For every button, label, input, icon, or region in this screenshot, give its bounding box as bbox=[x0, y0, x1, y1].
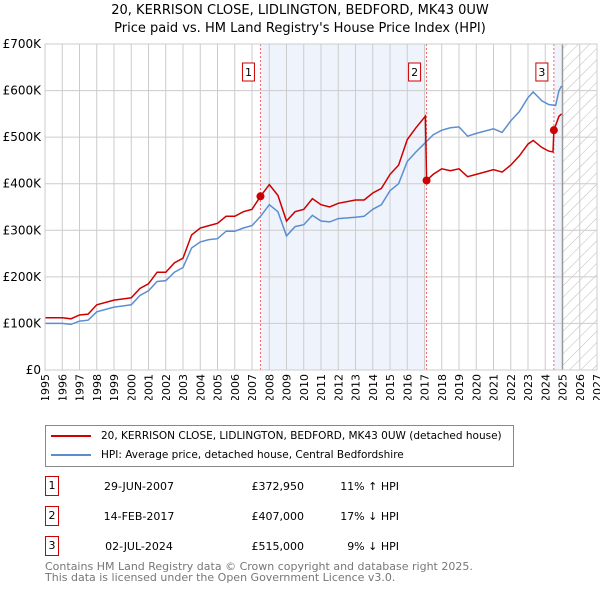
sale-marker-number: 2 bbox=[411, 66, 418, 79]
x-tick-label: 2013 bbox=[350, 374, 363, 400]
x-tick-label: 2021 bbox=[488, 374, 501, 400]
title-line-1: 20, KERRISON CLOSE, LIDLINGTON, BEDFORD,… bbox=[111, 3, 489, 18]
x-tick-label: 2001 bbox=[143, 374, 156, 400]
chart: 1995 1996 1997 1998 1999 2000 2001 2002 2003 2004… bbox=[3, 37, 600, 400]
x-tick-label: 2016 bbox=[401, 374, 414, 400]
hpi-line bbox=[45, 85, 563, 326]
sale-row: 2 14-FEB-2017 £407,000 17% ↓ HPI bbox=[45, 506, 399, 526]
legend-red-line bbox=[51, 435, 91, 437]
x-tick-label: 2008 bbox=[263, 374, 276, 400]
y-tick-label: £100K bbox=[3, 316, 43, 330]
sale-hpi-diff: 9% ↓ HPI bbox=[347, 539, 399, 553]
x-tick-label: 2014 bbox=[367, 374, 380, 400]
x-tick-label: 2017 bbox=[419, 374, 432, 400]
x-tick-label: 1998 bbox=[91, 374, 104, 400]
x-tick-label: 2019 bbox=[453, 374, 466, 400]
x-tick-label: 2011 bbox=[315, 374, 328, 400]
x-tick-label: 1996 bbox=[56, 374, 69, 400]
x-tick-label: 1999 bbox=[108, 374, 121, 400]
x-tick-label: 2007 bbox=[246, 374, 259, 400]
sale-point bbox=[422, 176, 431, 185]
legend-label-property: 20, KERRISON CLOSE, LIDLINGTON, BEDFORD,… bbox=[101, 430, 502, 442]
footer-line-1: Contains HM Land Registry data © Crown c… bbox=[45, 560, 473, 573]
sale-row: 1 29-JUN-2007 £372,950 11% ↑ HPI bbox=[45, 476, 399, 496]
sale-number: 2 bbox=[45, 506, 59, 526]
legend-blue-line bbox=[51, 454, 91, 456]
y-tick-label: £200K bbox=[3, 270, 43, 284]
y-tick-label: £400K bbox=[3, 177, 43, 191]
y-tick-label: £700K bbox=[3, 37, 43, 51]
x-tick-label: 2002 bbox=[160, 374, 173, 400]
sale-point bbox=[549, 126, 558, 135]
sale-hpi-diff: 17% ↓ HPI bbox=[340, 509, 399, 523]
footer: Contains HM Land Registry data © Crown c… bbox=[45, 561, 473, 583]
x-tick-label: 2004 bbox=[194, 374, 207, 400]
x-tick-label: 2022 bbox=[505, 374, 518, 400]
sale-price: £372,950 bbox=[251, 479, 305, 493]
footer-line-2: This data is licensed under the Open Gov… bbox=[45, 571, 396, 584]
x-tick-label: 2020 bbox=[470, 374, 483, 400]
sale-date: 29-JUN-2007 bbox=[103, 479, 175, 493]
x-tick-label: 2005 bbox=[212, 374, 225, 400]
sale-price: £515,000 bbox=[251, 539, 305, 553]
sale-marker-box bbox=[408, 62, 422, 82]
shaded-period bbox=[260, 44, 427, 370]
sale-date: 02-JUL-2024 bbox=[105, 539, 173, 553]
sale-row: 3 02-JUL-2024 £515,000 9% ↓ HPI bbox=[45, 536, 399, 556]
sale-date: 14-FEB-2017 bbox=[103, 509, 175, 523]
sale-marker-number: 1 bbox=[245, 66, 252, 79]
x-tick-label: 1997 bbox=[74, 374, 87, 400]
x-tick-label: 2018 bbox=[436, 374, 449, 400]
sale-marker-box bbox=[241, 62, 255, 82]
plot-border bbox=[44, 43, 598, 371]
sale-price: £407,000 bbox=[251, 509, 305, 523]
sale-marker-box bbox=[535, 62, 549, 82]
legend-label-hpi: HPI: Average price, detached house, Cent… bbox=[101, 449, 404, 461]
x-tick-label: 2024 bbox=[539, 374, 552, 400]
sale-hpi-diff: 11% ↑ HPI bbox=[340, 479, 399, 493]
chart-title: 20, KERRISON CLOSE, LIDLINGTON, BEDFORD,… bbox=[0, 2, 600, 38]
shaded-period bbox=[553, 44, 563, 370]
x-tick-label: 2010 bbox=[298, 374, 311, 400]
y-tick-label: £300K bbox=[3, 223, 43, 237]
x-tick-label: 2015 bbox=[384, 374, 397, 400]
sale-number: 1 bbox=[45, 476, 59, 496]
x-tick-label: 2026 bbox=[574, 374, 587, 400]
x-tick-label: 2000 bbox=[125, 374, 138, 400]
x-tick-label: 2009 bbox=[281, 374, 294, 400]
x-tick-label: 2003 bbox=[177, 374, 190, 400]
x-tick-label: 2025 bbox=[557, 374, 570, 400]
legend: 20, KERRISON CLOSE, LIDLINGTON, BEDFORD,… bbox=[45, 425, 514, 467]
x-tick-label: 2012 bbox=[332, 374, 345, 400]
title-line-2: Price paid vs. HM Land Registry's House … bbox=[114, 21, 486, 36]
sale-marker-number: 3 bbox=[538, 66, 545, 79]
x-tick-label: 2027 bbox=[591, 374, 600, 400]
sale-number: 3 bbox=[45, 536, 59, 556]
property-price-line bbox=[45, 113, 563, 320]
y-tick-label: £600K bbox=[3, 84, 43, 98]
y-tick-label: £0 bbox=[26, 363, 41, 377]
y-tick-label: £500K bbox=[3, 130, 43, 144]
x-tick-label: 1995 bbox=[39, 374, 52, 400]
sale-point bbox=[256, 192, 265, 201]
x-tick-label: 2006 bbox=[229, 374, 242, 400]
x-tick-label: 2023 bbox=[522, 374, 535, 400]
